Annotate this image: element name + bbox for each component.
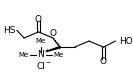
Text: +: +: [44, 48, 49, 53]
Text: HO: HO: [119, 37, 133, 46]
Polygon shape: [46, 46, 60, 52]
Text: O: O: [100, 57, 107, 66]
Text: Me: Me: [19, 52, 29, 58]
Text: Me: Me: [53, 52, 63, 58]
Text: −: −: [46, 60, 51, 65]
Text: Me: Me: [36, 38, 46, 44]
Text: Cl: Cl: [36, 62, 45, 71]
Text: N: N: [38, 50, 44, 59]
Text: HS: HS: [3, 26, 16, 35]
Text: O: O: [49, 29, 56, 38]
Text: O: O: [35, 15, 42, 23]
